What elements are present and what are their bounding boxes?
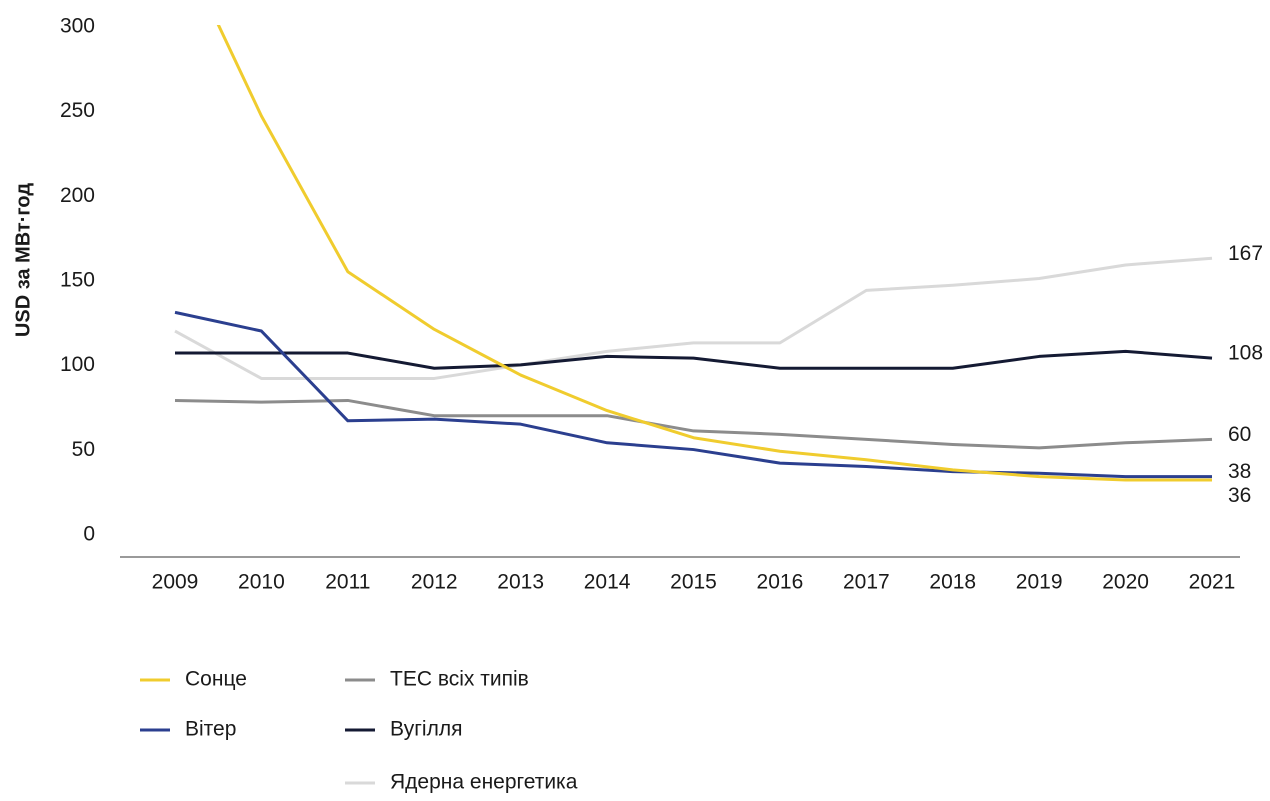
y-tick-label: 50 xyxy=(72,438,95,461)
series-line xyxy=(174,398,1213,450)
x-tick-label: 2020 xyxy=(1102,571,1149,594)
legend-label: Вітер xyxy=(185,718,236,741)
series-line xyxy=(216,25,1212,482)
end-value-label: 167 xyxy=(1228,242,1263,265)
end-value-label: 108 xyxy=(1228,342,1263,365)
x-tick-label: 2012 xyxy=(411,571,458,594)
series-line xyxy=(175,349,1213,370)
x-tick-label: 2016 xyxy=(757,571,804,594)
legend-label: ТЕС всіх типів xyxy=(390,668,529,691)
x-tick-label: 2014 xyxy=(584,571,631,594)
x-tick-label: 2019 xyxy=(1016,571,1063,594)
legend-label: Вугілля xyxy=(390,718,462,741)
x-tick-label: 2021 xyxy=(1189,571,1236,594)
y-tick-label: 100 xyxy=(60,353,95,376)
end-value-label: 60 xyxy=(1228,423,1251,446)
end-value-label: 36 xyxy=(1228,484,1251,507)
y-tick-label: 150 xyxy=(60,269,95,292)
x-tick-label: 2010 xyxy=(238,571,285,594)
legend-label: Сонце xyxy=(185,668,247,691)
y-tick-label: 250 xyxy=(60,99,95,122)
x-tick-label: 2017 xyxy=(843,571,890,594)
y-tick-label: 0 xyxy=(83,523,95,546)
end-value-label: 38 xyxy=(1228,460,1251,483)
series-line xyxy=(174,310,1212,479)
plot-area xyxy=(174,25,1213,482)
y-axis-label: USD за МВт·год xyxy=(12,183,34,337)
y-tick-label: 300 xyxy=(60,15,95,38)
x-tick-label: 2018 xyxy=(929,571,976,594)
legend-label: Ядерна енергетика xyxy=(390,771,578,794)
y-tick-label: 200 xyxy=(60,184,95,207)
x-tick-label: 2011 xyxy=(325,571,370,594)
x-tick-label: 2009 xyxy=(152,571,199,594)
series-line xyxy=(174,256,1213,380)
x-tick-label: 2013 xyxy=(497,571,544,594)
x-tick-label: 2015 xyxy=(670,571,717,594)
